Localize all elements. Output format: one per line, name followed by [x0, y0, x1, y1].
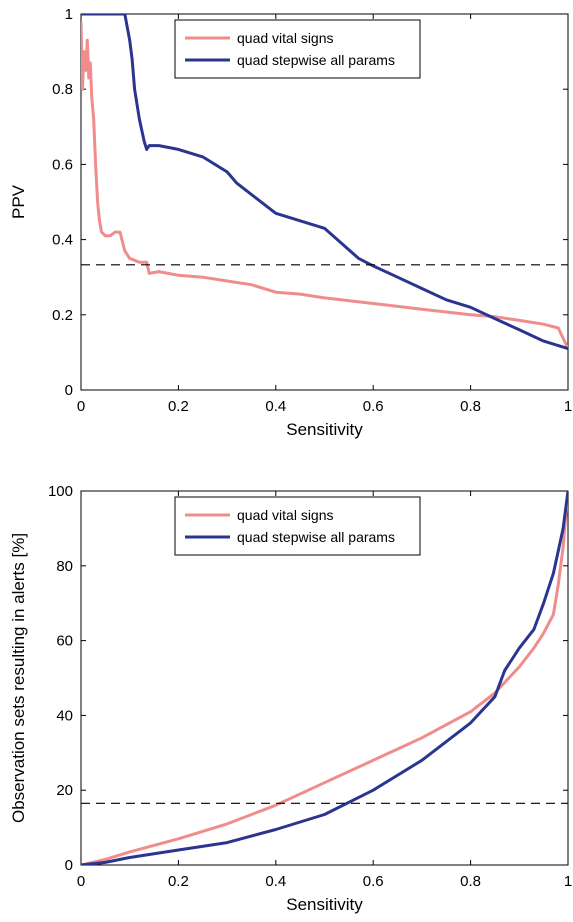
series-line-vital-signs [81, 21, 568, 350]
y-tick-label: 0 [65, 857, 73, 874]
y-tick-label: 20 [56, 782, 73, 799]
x-tick-label: 0.2 [168, 873, 189, 890]
y-tick-label: 40 [56, 707, 73, 724]
legend-label: quad vital signs [237, 30, 334, 46]
x-tick-label: 0.8 [460, 398, 481, 415]
y-tick-label: 0.4 [52, 232, 73, 249]
series-line-vital-signs [81, 491, 568, 865]
y-tick-label: 0.6 [52, 156, 73, 173]
x-tick-label: 0.4 [265, 398, 286, 415]
x-tick-label: 0.6 [363, 873, 384, 890]
ppv-chart: 0 0.2 0.4 0.6 0.8 1 0 0.2 0.4 0.6 0.8 1 Sensitivity P… [9, 6, 572, 439]
x-tick-label: 1 [564, 398, 572, 415]
y-tick-label: 60 [56, 633, 73, 650]
x-tick-label: 0 [77, 398, 85, 415]
legend-box [174, 496, 421, 556]
y-tick-label: 80 [56, 558, 73, 575]
x-tick-label: 0.8 [460, 873, 481, 890]
y-tick-label: 0.8 [52, 81, 73, 98]
x-axis-label: Sensitivity [286, 420, 363, 439]
y-tick-label: 100 [48, 483, 73, 500]
y-tick-label: 0 [65, 382, 73, 399]
y-tick-label: 0.2 [52, 307, 73, 324]
legend: quad vital signs quad stepwise all params [174, 496, 421, 556]
y-axis-label: PPV [9, 184, 28, 219]
y-tick-label: 1 [65, 6, 73, 23]
y-axis-label: Observation sets resulting in alerts [%] [9, 533, 28, 823]
x-tick-label: 1 [564, 873, 572, 890]
x-axis-label: Sensitivity [286, 895, 363, 914]
legend-label: quad vital signs [237, 507, 334, 523]
x-tick-label: 0.2 [168, 398, 189, 415]
x-tick-label: 0.6 [363, 398, 384, 415]
legend-label: quad stepwise all params [237, 52, 395, 68]
x-tick-label: 0 [77, 873, 85, 890]
x-tick-label: 0.4 [265, 873, 286, 890]
series-line-stepwise [81, 491, 568, 865]
legend-box [174, 19, 421, 79]
alerts-chart: 0 0.2 0.4 0.6 0.8 1 0 20 40 60 80 100 Sensitivity Obs… [9, 483, 572, 914]
legend: quad vital signs quad stepwise all params [174, 19, 421, 79]
series-line-stepwise [81, 14, 568, 351]
legend-label: quad stepwise all params [237, 529, 395, 545]
